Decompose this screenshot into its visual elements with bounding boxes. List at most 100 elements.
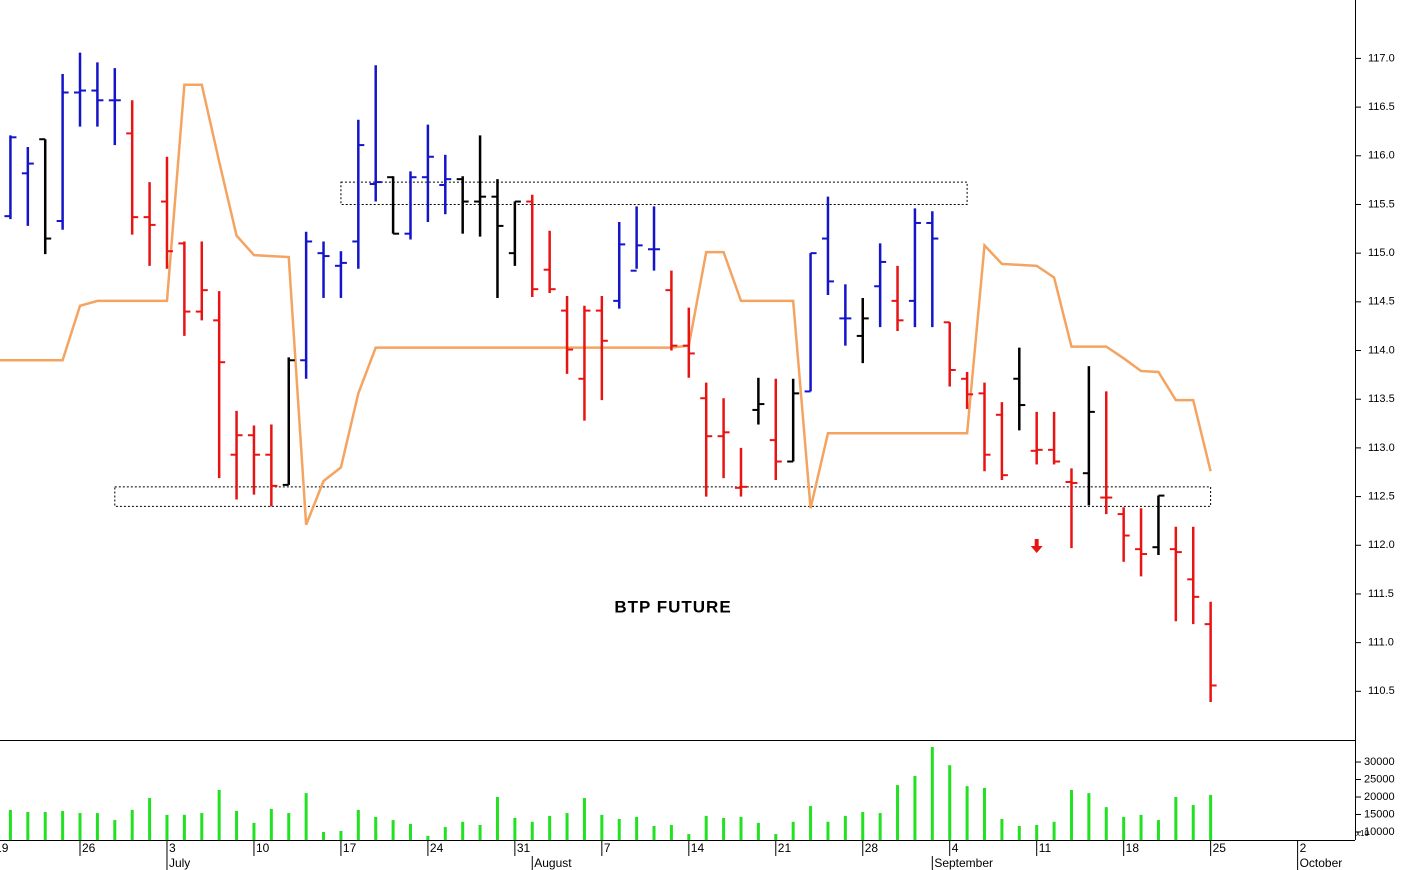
y-tick-label: 113.5 [1368, 393, 1395, 405]
volume-bar [739, 816, 743, 840]
volume-bar [339, 830, 343, 840]
volume-bar [1000, 819, 1004, 840]
volume-bar [774, 834, 778, 840]
y-tick-label: 111.0 [1368, 637, 1394, 649]
volume-bar [165, 814, 169, 840]
volume-bar [635, 816, 639, 840]
chart-title: BTP FUTURE [614, 597, 731, 616]
x-tick-label: 14 [691, 841, 705, 855]
volume-tick-label: 15000 [1364, 808, 1395, 820]
volume-bar [426, 835, 430, 840]
volume-bar [548, 815, 552, 840]
volume-bar [461, 821, 465, 840]
x-tick-label: 26 [82, 841, 96, 855]
x-tick-label: 24 [430, 841, 444, 855]
month-label: September [934, 856, 993, 870]
volume-bar [669, 824, 673, 840]
volume-bar [896, 785, 900, 840]
y-tick-label: 115.5 [1368, 198, 1395, 210]
month-label: July [169, 856, 190, 870]
volume-bar [530, 821, 534, 840]
volume-bar [148, 798, 152, 840]
volume-bar [200, 813, 204, 840]
volume-bar [1052, 821, 1056, 840]
month-label: October [1300, 856, 1343, 870]
y-tick-label: 114.0 [1368, 344, 1395, 356]
volume-bar [495, 796, 499, 840]
volume-bar [687, 834, 691, 840]
y-tick-label: 116.5 [1368, 101, 1395, 113]
volume-bar [130, 809, 134, 840]
volume-bar [26, 812, 30, 840]
volume-bar [826, 821, 830, 840]
volume-bar [965, 786, 969, 840]
volume-bar [391, 820, 395, 840]
volume-bar [356, 809, 360, 840]
y-tick-label: 115.0 [1368, 247, 1395, 259]
x-tick-label: 7 [604, 841, 611, 855]
x-tick-label: 17 [343, 841, 357, 855]
volume-bar [617, 819, 621, 840]
x-tick-label: 4 [952, 841, 959, 855]
volume-tick-label: 10000 [1364, 826, 1395, 838]
volume-bar [1104, 807, 1108, 840]
x-tick-label: 11 [1039, 841, 1052, 855]
volume-bar [878, 813, 882, 840]
volume-bar [1209, 794, 1213, 840]
volume-bar [809, 806, 813, 840]
volume-bar [1017, 826, 1021, 840]
volume-tick-label: 25000 [1364, 773, 1395, 785]
volume-bar [1191, 805, 1195, 840]
volume-bar [78, 813, 82, 840]
volume-bar [1174, 796, 1178, 840]
volume-bar [235, 810, 239, 840]
volume-bar [513, 817, 517, 840]
volume-bar [791, 821, 795, 840]
volume-bar [409, 823, 413, 840]
volume-bar [722, 817, 726, 840]
volume-bar [322, 831, 326, 840]
volume-bar [1069, 790, 1073, 840]
stop-line [0, 83, 1212, 526]
y-tick-label: 117.0 [1368, 52, 1395, 64]
x-tick-label: 31 [517, 841, 531, 855]
volume-bar [948, 765, 952, 840]
y-tick-label: 111.5 [1368, 588, 1394, 600]
volume-bar [861, 812, 865, 840]
volume-bar [704, 815, 708, 840]
volume-bar [95, 813, 99, 840]
volume-bar [287, 813, 291, 840]
zone [340, 181, 968, 205]
volume-bar [582, 798, 586, 840]
volume-bar [652, 826, 656, 840]
x-tick-label: 19 [0, 841, 9, 855]
volume-bar [913, 776, 917, 840]
plot-area [0, 52, 1217, 840]
volume-bar [304, 793, 308, 840]
y-tick-label: 112.5 [1368, 490, 1395, 502]
y-tick-label: 112.0 [1368, 539, 1395, 551]
volume-bar [182, 814, 186, 840]
x-tick-label: 21 [778, 841, 792, 855]
volume-bar [8, 809, 12, 840]
y-tick-label: 114.5 [1368, 296, 1395, 308]
volume-bar [252, 822, 256, 840]
volume-bar [443, 827, 447, 840]
volume-tick-label: 30000 [1364, 756, 1395, 768]
volume-bar [1035, 824, 1039, 840]
x-tick-label: 3 [169, 841, 176, 855]
volume-bar [113, 820, 117, 840]
x-tick-label: 18 [1126, 841, 1140, 855]
x-tick-label: 2 [1300, 841, 1307, 855]
volume-bar [1087, 793, 1091, 840]
volume-bar [843, 815, 847, 840]
y-tick-label: 116.0 [1368, 150, 1395, 162]
volume-bar [43, 812, 47, 840]
zone [114, 486, 1212, 507]
y-tick-label: 110.5 [1368, 685, 1395, 697]
volume-bar [374, 816, 378, 840]
volume-bar [565, 813, 569, 840]
volume-bar [983, 787, 987, 840]
volume-bar [756, 822, 760, 840]
